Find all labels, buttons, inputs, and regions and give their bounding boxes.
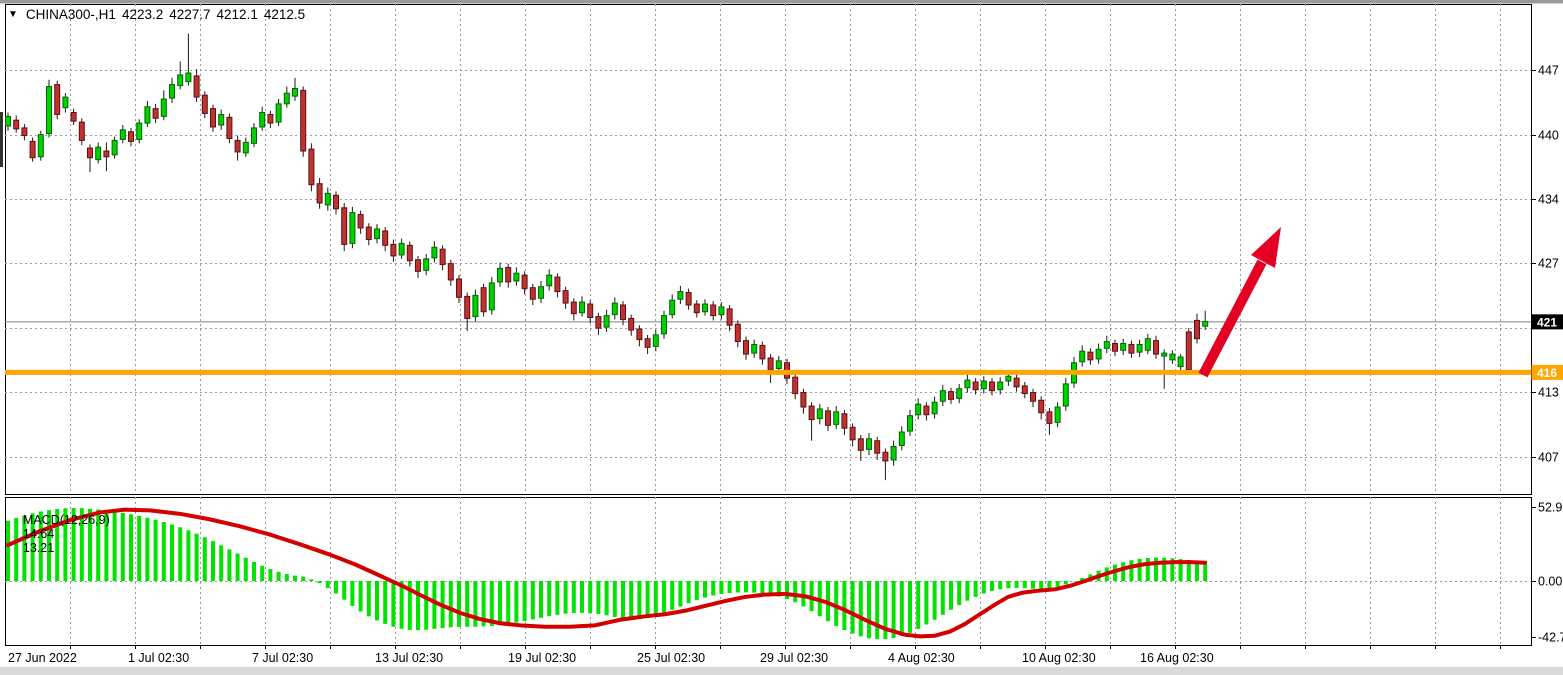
time-axis: 27 Jun 2022 1 Jul 02:30 7 Jul 02:30 13 Jul … <box>8 651 1214 665</box>
grid-lines <box>5 4 1531 645</box>
price-tick-label: 440 <box>1538 129 1559 143</box>
chart-title: ▼ CHINA300-,H1 4223.2 4227.7 4212.1 4212… <box>8 7 305 22</box>
macd-tick-label: 52.9 <box>1538 501 1562 515</box>
price-tick-label: 447 <box>1538 64 1559 78</box>
symbol-period-label: CHINA300-,H1 <box>25 7 116 22</box>
price-axis: 447 440 434 427 413 407 <box>1531 64 1559 465</box>
macd-signal-value: 13.21 <box>22 541 55 555</box>
symbol-dropdown-icon[interactable]: ▼ <box>8 8 18 20</box>
current-price-badge: 421 <box>1531 314 1563 330</box>
ohlc-low: 4212.1 <box>216 7 258 22</box>
window-bottom-edge <box>0 667 1563 675</box>
macd-tick-label: 0.00 <box>1538 575 1562 589</box>
ohlc-high: 4227.7 <box>169 7 211 22</box>
time-tick-label: 27 Jun 2022 <box>8 651 77 665</box>
time-tick-label: 16 Aug 02:30 <box>1140 651 1214 665</box>
price-tick-label: 407 <box>1538 451 1559 465</box>
time-tick-label: 1 Jul 02:30 <box>128 651 189 665</box>
macd-tick-label: -42.7 <box>1538 631 1563 645</box>
chart-scrollbar[interactable] <box>0 0 1563 4</box>
macd-value: 14.64 <box>22 527 55 541</box>
time-tick-label: 4 Aug 02:30 <box>888 651 955 665</box>
macd-axis: 52.9 0.00 -42.7 <box>1531 501 1563 645</box>
price-chart-panel[interactable] <box>5 4 1532 495</box>
ohlc-close: 4212.5 <box>263 7 306 22</box>
time-tick-label: 19 Jul 02:30 <box>508 651 576 665</box>
time-tick-label: 10 Aug 02:30 <box>1022 651 1096 665</box>
price-tick-label: 434 <box>1538 193 1559 207</box>
time-tick-label: 29 Jul 02:30 <box>760 651 828 665</box>
candlesticks <box>5 33 1209 481</box>
trend-arrow[interactable] <box>1198 227 1281 378</box>
macd-signal-line <box>6 507 1207 639</box>
ohlc-open: 4223.2 <box>121 7 164 22</box>
price-tick-label: 413 <box>1538 386 1559 400</box>
clipped-edge-candle <box>0 112 3 167</box>
support-price-badge: 416 <box>1531 364 1563 380</box>
svg-text:416: 416 <box>1537 366 1557 380</box>
time-tick-label: 25 Jul 02:30 <box>637 651 705 665</box>
time-tick-label: 13 Jul 02:30 <box>375 651 443 665</box>
svg-text:421: 421 <box>1537 315 1557 329</box>
macd-name: MACD(12,26,9) <box>22 513 110 527</box>
macd-indicator-label: MACD(12,26,9) 14.64 13.21 <box>9 499 110 569</box>
price-tick-label: 427 <box>1538 257 1559 271</box>
time-tick-label: 7 Jul 02:30 <box>252 651 313 665</box>
macd-panel[interactable] <box>5 497 1532 646</box>
